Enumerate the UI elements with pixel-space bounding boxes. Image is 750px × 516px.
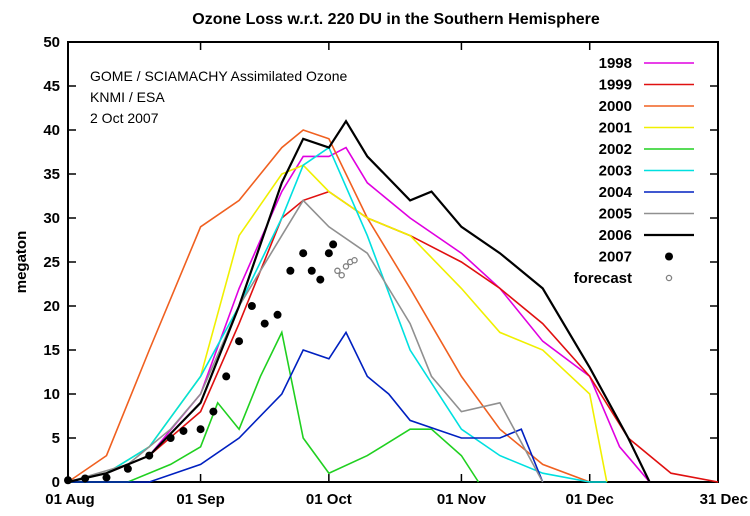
series-line-1998 xyxy=(67,146,651,483)
y-tick-label: 0 xyxy=(52,474,60,491)
annotations: GOME / SCIAMACHY Assimilated Ozone KNMI /… xyxy=(90,68,347,126)
series-2006 xyxy=(67,119,651,484)
point-2007 xyxy=(273,310,282,319)
point-2007 xyxy=(299,249,308,258)
y-tick-label: 15 xyxy=(43,342,60,359)
point-2007 xyxy=(316,275,325,284)
series-group xyxy=(64,119,719,485)
x-tick-label: 01 Dec xyxy=(566,491,614,508)
series-2001 xyxy=(67,164,608,483)
annotation: 2 Oct 2007 xyxy=(90,110,159,126)
legend-label: 2002 xyxy=(599,141,632,158)
point-forecast xyxy=(338,271,345,279)
legend-label: 2006 xyxy=(599,227,632,244)
point-2007 xyxy=(196,425,205,434)
point-2007 xyxy=(179,426,188,435)
point-forecast xyxy=(334,267,341,275)
series-2005 xyxy=(67,199,544,483)
point-2007 xyxy=(247,302,256,310)
series-2004 xyxy=(68,330,544,483)
x-tick-label: 01 Oct xyxy=(306,491,352,508)
series-forecast xyxy=(334,256,358,279)
legend-label: 2007 xyxy=(599,249,632,266)
point-2007 xyxy=(324,249,333,258)
series-line-2001 xyxy=(67,164,608,483)
point-forecast xyxy=(342,263,350,270)
series-2000 xyxy=(67,129,590,483)
legend-label: 2000 xyxy=(599,98,632,115)
series-line-2002 xyxy=(68,329,480,483)
legend-swatch xyxy=(665,252,673,261)
point-2007 xyxy=(222,372,231,381)
point-2007 xyxy=(145,451,154,460)
point-2007 xyxy=(260,319,269,328)
point-2007 xyxy=(307,266,316,275)
axis-ticks: 0 5 10 15 20 25 30 35 40 45 50 01 Aug 01 Sep 01 Oct 01… xyxy=(43,34,748,508)
y-tick-label: 50 xyxy=(43,34,60,51)
series-line-2005 xyxy=(67,199,544,483)
point-2007 xyxy=(123,464,132,473)
series-1998 xyxy=(67,146,651,483)
legend-label: 2005 xyxy=(599,206,632,223)
y-tick-label: 20 xyxy=(43,298,60,315)
point-2007 xyxy=(81,474,90,483)
series-2002 xyxy=(68,329,480,483)
y-tick-label: 25 xyxy=(43,254,60,271)
legend-label: 1999 xyxy=(599,77,632,94)
point-2007 xyxy=(102,473,111,482)
series-line-2006 xyxy=(67,119,651,484)
x-tick-label: 01 Nov xyxy=(437,491,487,508)
point-forecast xyxy=(351,256,358,264)
legend-swatch xyxy=(665,274,673,282)
legend-label: forecast xyxy=(574,270,632,287)
point-2007 xyxy=(209,407,218,416)
series-line-2000 xyxy=(67,129,590,483)
annotation: GOME / SCIAMACHY Assimilated Ozone xyxy=(90,68,347,84)
point-2007 xyxy=(235,337,244,346)
chart-title: Ozone Loss w.r.t. 220 DU in the Southern… xyxy=(192,11,600,28)
legend-label: 2001 xyxy=(599,120,632,137)
series-line-2004 xyxy=(68,330,544,483)
point-2007 xyxy=(166,434,175,442)
x-tick-label: 01 Aug xyxy=(45,491,94,508)
x-tick-label: 01 Sep xyxy=(176,491,224,508)
y-tick-label: 30 xyxy=(43,210,60,227)
point-2007 xyxy=(286,266,295,275)
annotation: KNMI / ESA xyxy=(90,89,165,105)
y-tick-label: 40 xyxy=(43,122,60,139)
y-tick-label: 45 xyxy=(43,78,60,95)
y-tick-label: 35 xyxy=(43,166,60,183)
y-tick-label: 10 xyxy=(43,386,60,403)
y-tick-label: 5 xyxy=(52,430,60,447)
legend-label: 2004 xyxy=(599,184,633,201)
y-axis-label: megaton xyxy=(13,231,30,294)
point-2007 xyxy=(64,476,72,485)
legend-label: 1998 xyxy=(599,55,632,72)
point-2007 xyxy=(329,240,338,249)
legend-label: 2003 xyxy=(599,163,632,180)
series-2007 xyxy=(64,240,338,485)
legend: 1998 1999 2000 2001 2002 2003 2004 2005 2006 2007… xyxy=(574,55,694,287)
x-tick-label: 31 Dec xyxy=(700,491,748,508)
